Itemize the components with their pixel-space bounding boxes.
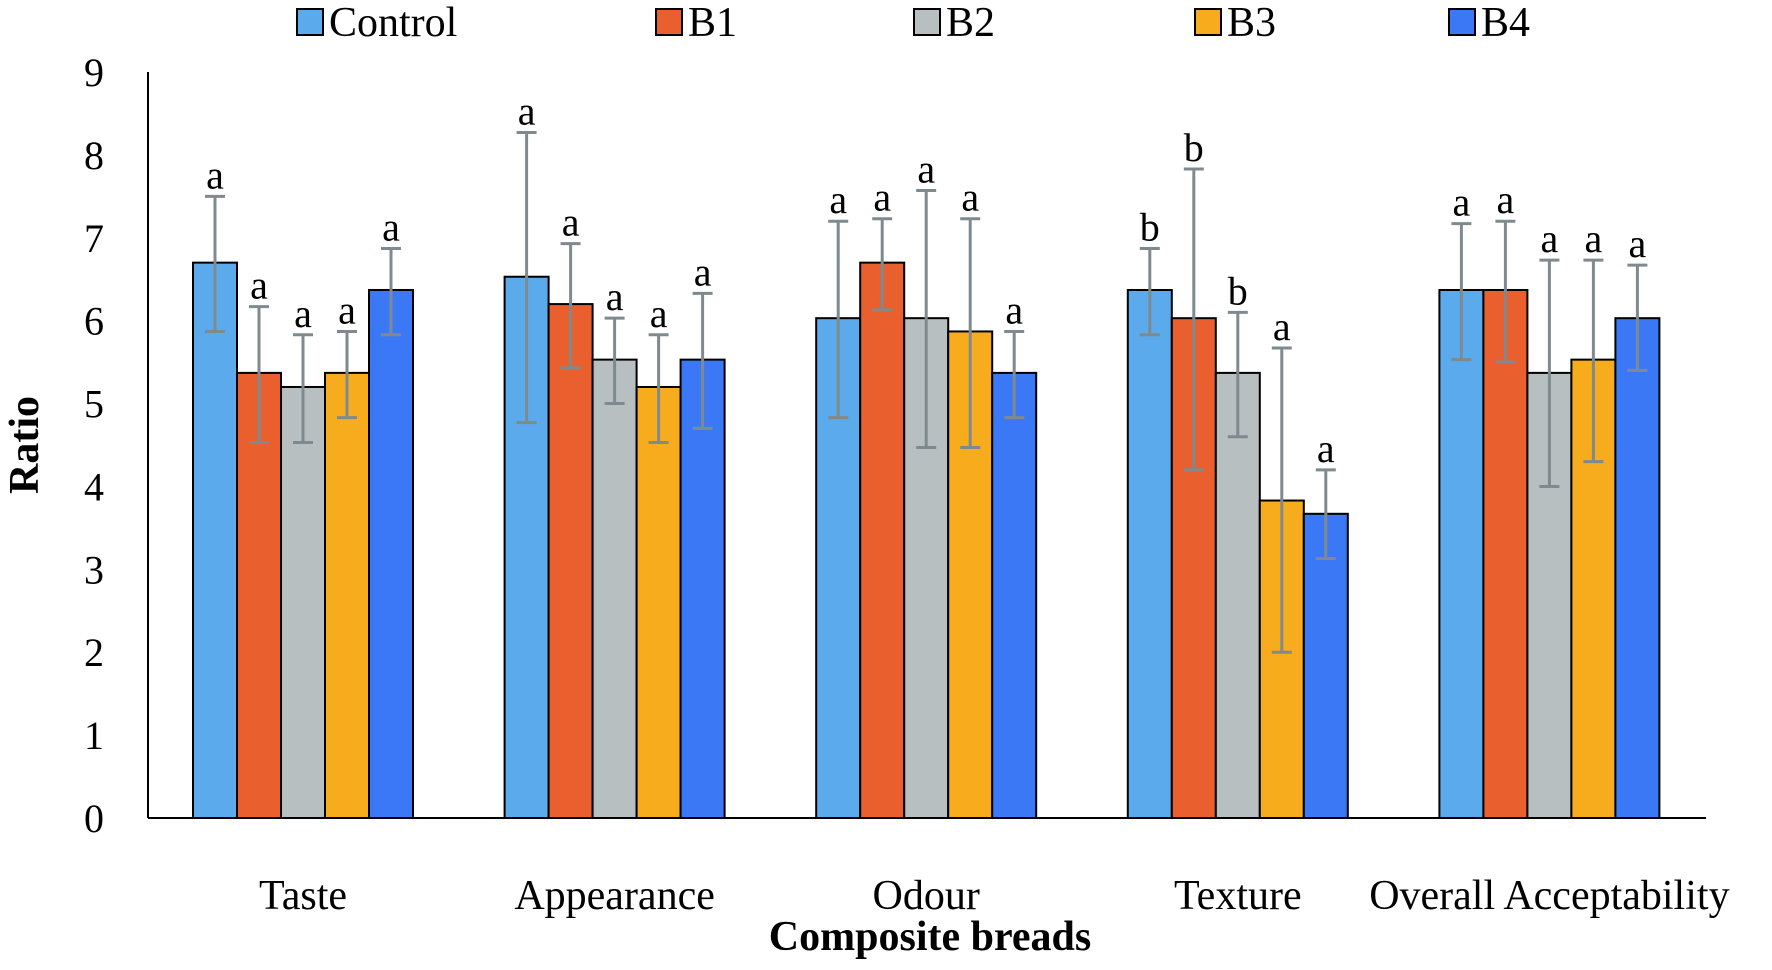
x-category-label: Appearance: [514, 873, 715, 919]
significance-label: a: [961, 175, 979, 220]
significance-label: a: [1629, 221, 1647, 266]
y-tick-label: 7: [84, 216, 104, 261]
significance-label: b: [1184, 125, 1204, 170]
significance-label: b: [1228, 268, 1248, 313]
bar: [591, 358, 638, 819]
significance-label: a: [694, 249, 712, 294]
y-tick-label: 8: [84, 133, 104, 178]
error-bars-group: [205, 131, 1648, 654]
legend-label: Control: [329, 0, 457, 46]
legend-swatch: [1194, 8, 1222, 36]
bar: [547, 303, 594, 820]
bar: [1438, 288, 1485, 819]
bar: [1214, 371, 1261, 819]
y-axis-ticks: 0 1 2 3 4 5 6 7 8 9: [84, 50, 104, 841]
significance-label: a: [518, 89, 536, 134]
significance-label: a: [206, 152, 224, 197]
significance-label: a: [1005, 287, 1023, 332]
bar: [1126, 288, 1173, 819]
significance-label: a: [1585, 216, 1603, 261]
legend-swatch: [655, 8, 683, 36]
x-category-label: Overall Acceptability: [1369, 873, 1729, 919]
y-tick-label: 0: [84, 796, 104, 841]
significance-label: a: [1317, 426, 1335, 471]
legend-swatch: [296, 8, 324, 36]
significance-label: a: [650, 291, 668, 336]
significance-label: a: [338, 287, 356, 332]
significance-label: a: [1497, 177, 1515, 222]
legend-swatch: [1448, 8, 1476, 36]
x-axis-title: Composite breads: [769, 914, 1091, 960]
x-category-label: Odour: [873, 873, 980, 919]
legend-label: B2: [946, 0, 995, 46]
significance-label: a: [562, 200, 580, 245]
significance-label: a: [606, 274, 624, 319]
bar: [1482, 288, 1529, 819]
x-category-label: Taste: [259, 873, 347, 919]
significance-label: a: [1453, 180, 1471, 225]
y-axis-title: Ratio: [2, 396, 48, 494]
y-tick-label: 5: [84, 382, 104, 427]
y-tick-label: 6: [84, 299, 104, 344]
significance-label: a: [250, 263, 268, 308]
legend-label: B1: [688, 0, 737, 46]
y-tick-label: 3: [84, 547, 104, 592]
bar: [368, 288, 414, 819]
significance-label: a: [829, 177, 847, 222]
bar: [859, 261, 906, 819]
significance-label: a: [1273, 304, 1291, 349]
legend-swatch: [913, 8, 941, 36]
bar: [324, 371, 370, 819]
bar: [192, 261, 238, 819]
significance-label: a: [873, 175, 891, 220]
bar: [1302, 512, 1349, 819]
legend-label: B3: [1227, 0, 1276, 46]
significance-label: b: [1140, 205, 1160, 250]
x-category-label: Texture: [1174, 873, 1302, 919]
significance-label: a: [382, 205, 400, 250]
bar: [635, 385, 682, 819]
significance-label: a: [917, 147, 935, 192]
y-tick-label: 9: [84, 50, 104, 95]
significance-label: a: [1541, 216, 1559, 261]
legend-label: B4: [1481, 0, 1530, 46]
legend: Control B1 B2 B3 B4: [296, 0, 1530, 46]
x-axis-categories: Taste Appearance Odour Texture Overall Accep…: [259, 873, 1730, 919]
bar: [280, 385, 326, 819]
y-tick-label: 2: [84, 630, 104, 675]
bar: [236, 371, 282, 819]
y-tick-label: 1: [84, 713, 104, 758]
significance-label: a: [294, 291, 312, 336]
bar: [1614, 317, 1661, 819]
y-tick-label: 4: [84, 464, 104, 509]
bar: [991, 371, 1038, 819]
